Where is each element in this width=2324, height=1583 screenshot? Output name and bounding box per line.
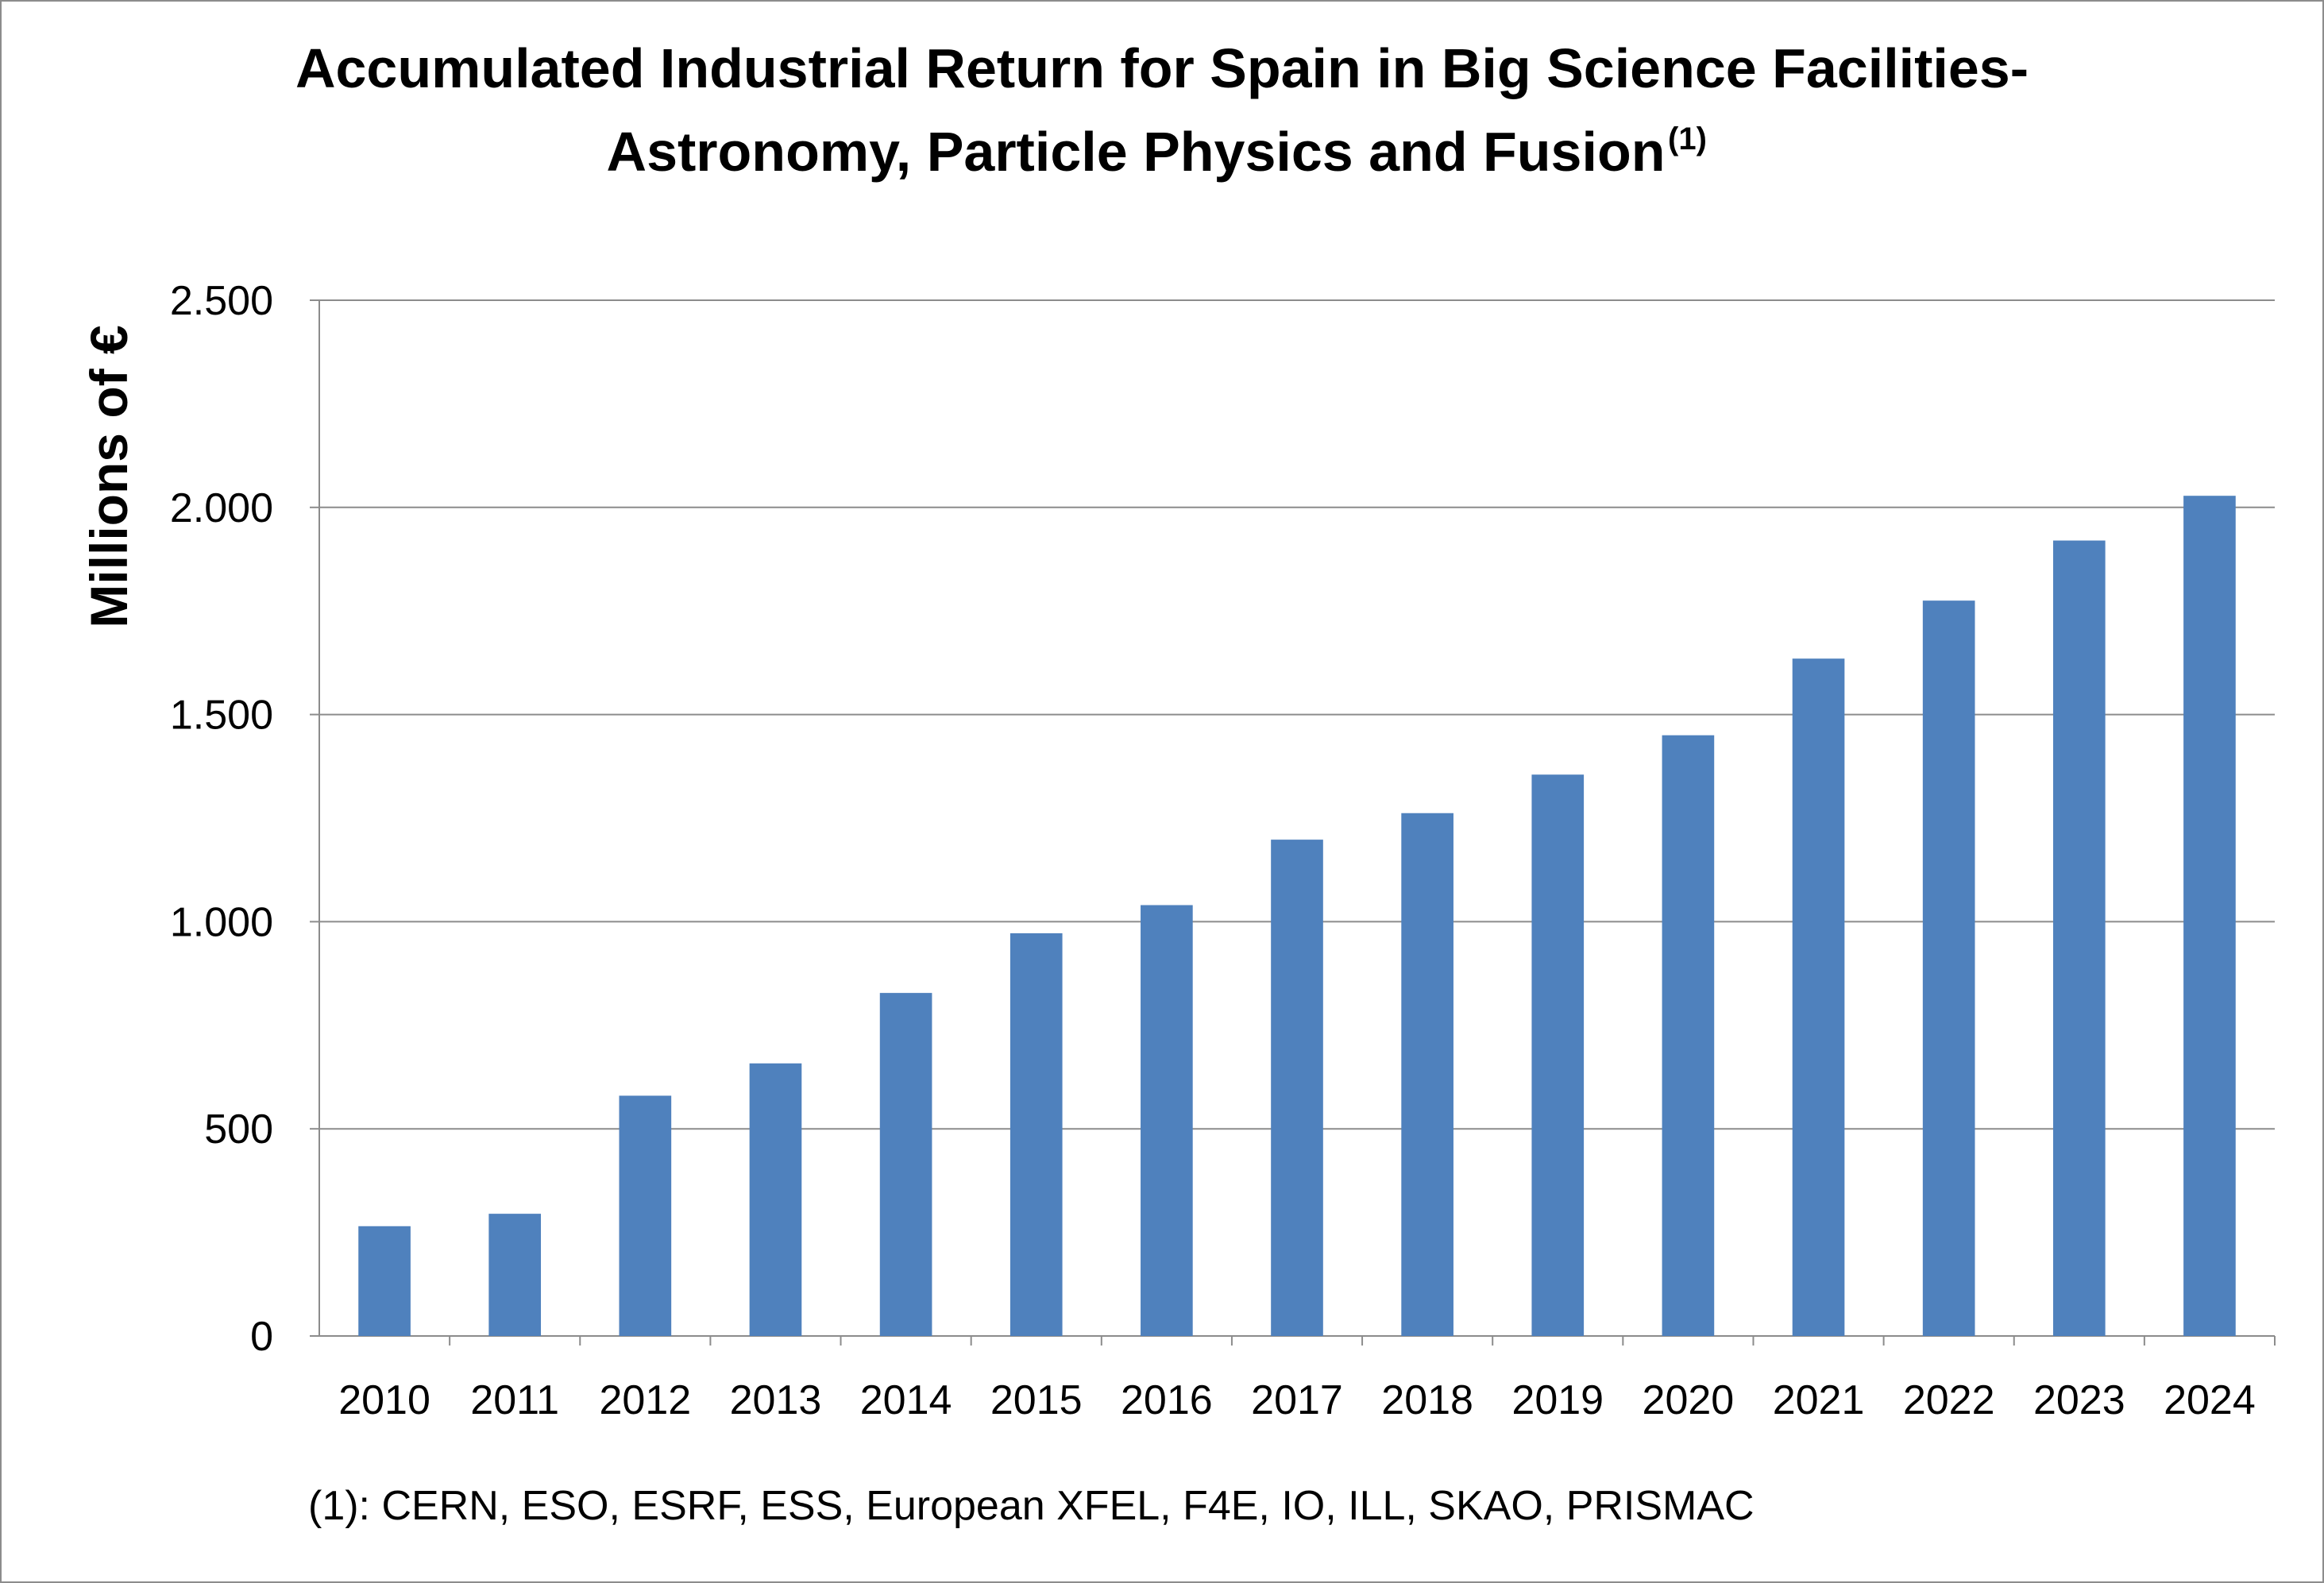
- y-tick-label: 500: [204, 1106, 273, 1153]
- bar-2012: [619, 1095, 672, 1336]
- bar-2017: [1271, 840, 1323, 1336]
- bar-2018: [1401, 813, 1453, 1336]
- footnote: (1): CERN, ESO, ESRF, ESS, European XFEL…: [308, 1483, 1755, 1529]
- x-tick-label-2017: 2017: [1251, 1377, 1343, 1423]
- y-tick-label: 2.500: [170, 278, 273, 324]
- bar-2023: [2052, 540, 2106, 1336]
- bar-2024: [2183, 496, 2236, 1336]
- bar-2014: [879, 993, 932, 1336]
- bar-2022: [1922, 600, 1975, 1336]
- x-tick-label-2024: 2024: [2164, 1377, 2256, 1423]
- x-tick-label-2013: 2013: [730, 1377, 822, 1423]
- x-tick-label-2019: 2019: [1511, 1377, 1604, 1423]
- bar-2015: [1010, 933, 1063, 1336]
- y-tick-labels: 0 500 1.000 1.500 2.000 2.500: [170, 278, 273, 1360]
- x-tick-label-2023: 2023: [2033, 1377, 2125, 1423]
- bar-2010: [358, 1226, 411, 1336]
- bar-2013: [749, 1063, 802, 1336]
- bar-2021: [1792, 658, 1845, 1336]
- chart-title-line-1: Accumulated Industrial Return for Spain …: [295, 37, 2029, 99]
- x-tick-label-2011: 2011: [470, 1377, 559, 1423]
- x-tick-label-2010: 2010: [338, 1377, 430, 1423]
- x-tick-label-2015: 2015: [990, 1377, 1083, 1423]
- x-tick-label-2012: 2012: [599, 1377, 691, 1423]
- bar-2020: [1662, 735, 1715, 1336]
- bar-2016: [1141, 905, 1193, 1336]
- y-tick-label: 0: [250, 1314, 273, 1360]
- y-tick-label: 1.000: [170, 899, 273, 945]
- x-tick-label-2016: 2016: [1121, 1377, 1213, 1423]
- x-tick-label-2022: 2022: [1903, 1377, 1995, 1423]
- chart-title-superscript: (1): [1668, 122, 1707, 156]
- bars: [358, 496, 2236, 1336]
- chart-title-line-2: Astronomy, Particle Physics and Fusion: [607, 121, 1666, 183]
- y-axis-label: Millions of €: [79, 325, 138, 627]
- bar-2011: [488, 1214, 542, 1336]
- y-tick-label: 2.000: [170, 485, 273, 531]
- y-tick-label: 1.500: [170, 693, 273, 739]
- x-tick-labels: 2010 2011 2012 2013 2014 2015 2016 2017 2018 2019…: [338, 1377, 2256, 1423]
- bar-2019: [1531, 774, 1585, 1336]
- x-tick-label-2020: 2020: [1643, 1377, 1735, 1423]
- x-tick-label-2014: 2014: [860, 1377, 952, 1423]
- x-tick-label-2018: 2018: [1381, 1377, 1473, 1423]
- x-tick-label-2021: 2021: [1773, 1377, 1865, 1423]
